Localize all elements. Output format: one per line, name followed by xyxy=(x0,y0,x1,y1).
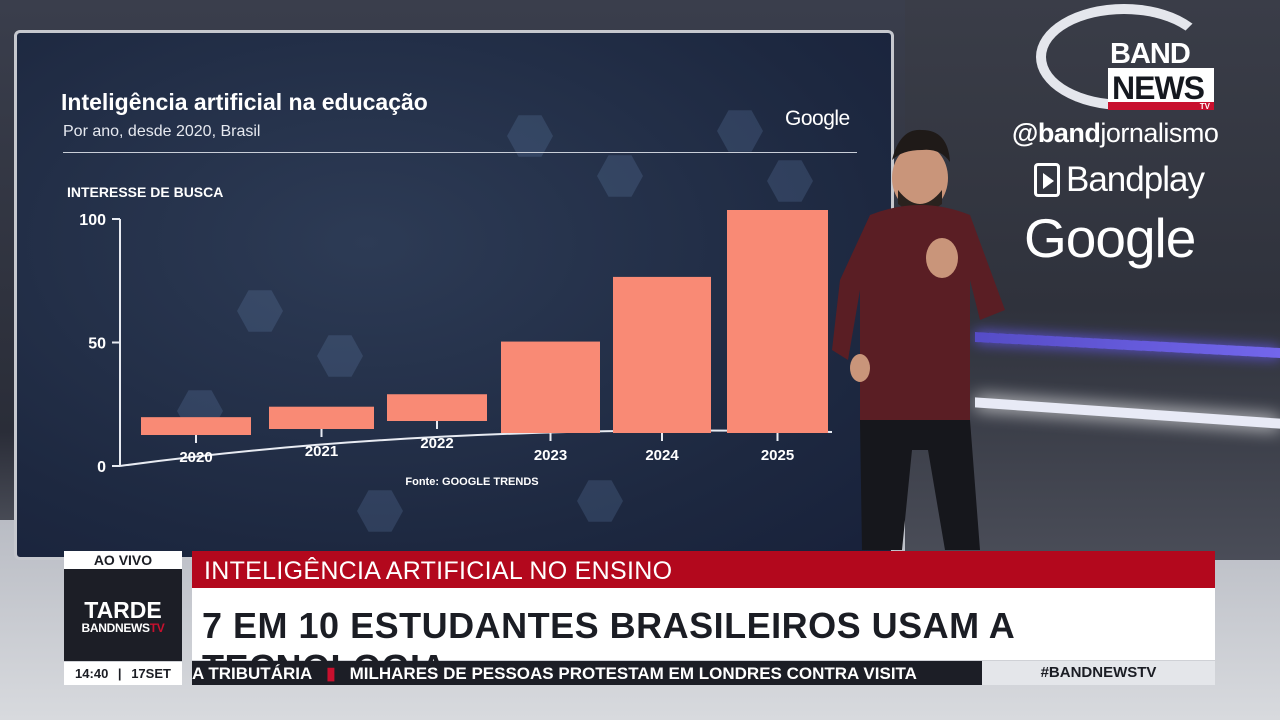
x-tick-label: 2025 xyxy=(761,447,794,464)
y-tick-label: 0 xyxy=(97,459,106,476)
bandplay-icon xyxy=(1034,163,1060,197)
live-label: AO VIVO xyxy=(64,551,182,569)
x-tick-label: 2024 xyxy=(645,447,679,464)
hexagon-decoration xyxy=(597,155,643,197)
kicker-text: INTELIGÊNCIA ARTIFICIAL NO ENSINO xyxy=(204,557,673,585)
handle-rest: jornalismo xyxy=(1100,118,1219,148)
divider xyxy=(63,152,857,153)
x-axis-line xyxy=(119,429,833,467)
hashtag: #BANDNEWSTV xyxy=(982,661,1215,685)
presenter xyxy=(832,129,1005,550)
ticker-item: A TRIBUTÁRIA xyxy=(192,664,313,683)
bar xyxy=(387,394,487,421)
hexagon-decoration xyxy=(717,110,763,152)
band-logo-text: BAND xyxy=(1110,38,1191,70)
y-tick-label: 50 xyxy=(88,336,106,353)
handle-bold: @band xyxy=(1012,118,1101,148)
x-tick-label: 2023 xyxy=(534,447,567,464)
show-sub-tv: TV xyxy=(149,621,165,635)
bandplay-text: Bandplay xyxy=(1066,160,1205,199)
bar xyxy=(727,210,828,433)
hexagon-decoration xyxy=(577,480,623,522)
google-sponsor-logo: Google xyxy=(1024,207,1196,269)
bar xyxy=(613,276,711,433)
bandplay-logo: Bandplay xyxy=(1034,160,1205,200)
clock: 14:40 | 17SET xyxy=(64,662,182,685)
news-ticker: A TRIBUTÁRIA ▮ MILHARES DE PESSOAS PROTEST… xyxy=(192,661,982,685)
chart-title: Inteligência artificial na educação xyxy=(61,89,428,115)
time: 14:40 xyxy=(75,666,109,681)
news-logo-text: NEWS xyxy=(1112,70,1205,106)
date: 17SET xyxy=(131,666,171,681)
hexagon-decoration xyxy=(507,115,553,157)
show-sub-main: BANDNEWS xyxy=(81,621,151,635)
bar xyxy=(141,417,251,435)
headline-bar: 7 EM 10 ESTUDANTES BRASILEIROS USAM A TE… xyxy=(192,588,1215,688)
ticker-text: A TRIBUTÁRIA ▮ MILHARES DE PESSOAS PROTEST… xyxy=(192,664,917,683)
bar xyxy=(501,341,600,433)
chart-subtitle: Por ano, desde 2020, Brasil xyxy=(63,123,261,140)
kicker-bar: INTELIGÊNCIA ARTIFICIAL NO ENSINO xyxy=(192,551,1215,588)
ticker-item: MILHARES DE PESSOAS PROTESTAM EM LONDRES… xyxy=(349,664,917,683)
chart-source: Fonte: GOOGLE TRENDS xyxy=(405,476,538,488)
news-logo-tv: TV xyxy=(1199,102,1210,111)
show-title: TARDE xyxy=(84,597,162,623)
y-tick-label: 100 xyxy=(79,212,106,229)
x-tick-label: 2022 xyxy=(420,435,453,452)
x-tick-label: 2021 xyxy=(305,443,338,460)
hexagon-decoration xyxy=(767,160,813,202)
show-logo-box: TARDE BANDNEWSTV xyxy=(64,569,182,661)
news-logo-box: NEWS TV xyxy=(1108,68,1214,111)
show-badge: AO VIVO TARDE BANDNEWSTV 14:40 | 17SET xyxy=(64,551,182,685)
bar xyxy=(269,406,374,429)
show-subtitle: BANDNEWSTV xyxy=(64,621,182,635)
social-handle: @bandjornalismo xyxy=(1012,118,1219,149)
bar-chart: INTERESSE DE BUSCA 0 50 100 2020 2021 2022 2023… xyxy=(67,184,833,488)
google-logo: Google xyxy=(785,107,850,130)
video-wall-screen: Inteligência artificial na educação Por … xyxy=(14,30,894,560)
y-axis-label: INTERESSE DE BUSCA xyxy=(67,184,223,200)
x-tick-label: 2020 xyxy=(179,449,212,466)
